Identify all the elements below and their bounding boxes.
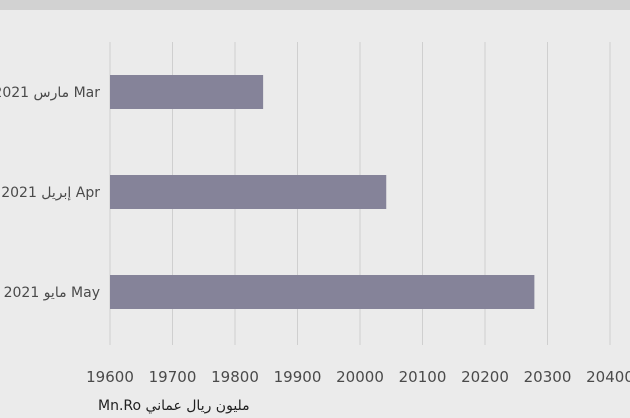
x-tick-label: 20200 (461, 368, 509, 386)
bar (110, 75, 264, 109)
x-tick-labels: 19600 19700 19800 19900 20000 20100 20200 20300… (86, 368, 630, 386)
x-tick-label: 20100 (399, 368, 447, 386)
x-tick-label: 20400 (586, 368, 630, 386)
x-tick-label: 19900 (274, 368, 322, 386)
bar (110, 175, 387, 209)
category-label: مايو 2021 May (4, 285, 100, 301)
bar (110, 275, 535, 309)
header-band (0, 0, 630, 10)
x-tick-label: 20300 (524, 368, 572, 386)
category-labels: مارس 2021 Mar إبريل 2021 Apr مايو 2021 May (0, 85, 100, 301)
x-tick-label: 19600 (86, 368, 134, 386)
x-tick-label: 20000 (336, 368, 384, 386)
category-label: إبريل 2021 Apr (1, 185, 100, 201)
x-tick-label: 19800 (211, 368, 259, 386)
x-axis-unit-label: مليون ريال عماني Mn.Ro (98, 398, 250, 414)
x-tick-label: 19700 (149, 368, 197, 386)
category-label: مارس 2021 Mar (0, 85, 100, 101)
bars (110, 75, 535, 309)
